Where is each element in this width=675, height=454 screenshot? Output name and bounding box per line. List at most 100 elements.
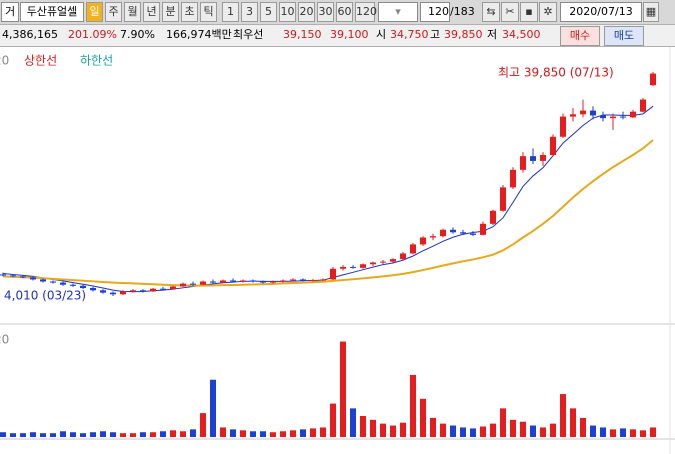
candle-body: [60, 282, 66, 285]
candle-body: [470, 233, 476, 235]
volume-bar: [240, 430, 246, 437]
period-button[interactable]: 주: [105, 2, 122, 22]
volume-bar: [490, 423, 496, 437]
candle-body: [440, 229, 446, 237]
candle-body: [220, 280, 226, 283]
volume-bar: [500, 408, 506, 437]
volume-bar: [260, 431, 266, 437]
interval-button[interactable]: 1: [222, 2, 239, 22]
volume-bar: [560, 394, 566, 437]
amount: 166,974백만: [166, 28, 232, 41]
candle-body: [70, 284, 76, 286]
volume-bar: [220, 427, 226, 437]
volume-ratio: 201.09%: [68, 28, 117, 41]
toolbar: 거 두산퓨얼셀 ▾ 120 /183 ⇆ ✂ ▪ ✲ 2020/07/13 ▦ …: [0, 0, 675, 25]
interval-button[interactable]: 10: [279, 2, 296, 22]
interval-button[interactable]: 120: [355, 2, 377, 22]
candle-body: [10, 275, 16, 277]
candle-body: [250, 280, 256, 282]
volume-bar: [360, 416, 366, 437]
sell-button[interactable]: 매도: [604, 26, 644, 46]
volume-bar: [410, 374, 416, 437]
candle-body: [630, 111, 636, 118]
count-input[interactable]: 120: [420, 2, 450, 22]
candle-body: [90, 288, 96, 291]
best-label: 최우선: [233, 28, 264, 41]
candle-body: [120, 291, 126, 295]
candle-body: [340, 266, 346, 269]
candle-body: [0, 274, 6, 276]
volume-bar: [600, 427, 606, 437]
tool-icon[interactable]: ✂: [501, 2, 519, 22]
count-total: /183: [450, 5, 475, 18]
volume-bar: [510, 419, 516, 437]
low-label: 저: [487, 28, 498, 41]
candle-body: [620, 116, 626, 118]
date-input[interactable]: 2020/07/13: [560, 2, 642, 22]
calendar-icon[interactable]: ▦: [643, 2, 659, 22]
candle-body: [580, 110, 586, 115]
low: 34,500: [502, 28, 541, 41]
tool-icon[interactable]: ⇆: [482, 2, 500, 22]
candle-body: [270, 281, 276, 283]
candle-body: [370, 262, 376, 265]
volume-bar: [60, 431, 66, 437]
volume-bar: [210, 379, 216, 437]
interval-button[interactable]: 5: [260, 2, 277, 22]
axis-label: 20: [0, 333, 9, 347]
volume-bar: [70, 432, 76, 437]
quote-bar: 4,386,165 201.09% 7.90% 166,974백만 최우선 39…: [0, 25, 675, 47]
buy-button[interactable]: 매수: [560, 26, 600, 46]
candle-body: [210, 281, 216, 283]
candle-body: [500, 187, 506, 211]
volume-bar: [440, 423, 446, 437]
interval-button[interactable]: 30: [317, 2, 334, 22]
volume-bar: [0, 432, 6, 437]
candle-body: [390, 259, 396, 262]
stock-name[interactable]: 두산퓨얼셀: [20, 2, 84, 22]
interval-button[interactable]: 3: [241, 2, 258, 22]
volume-bar: [640, 430, 646, 437]
volume-bar: [550, 423, 556, 437]
volume-bar: [120, 433, 126, 437]
volume-bar: [340, 341, 346, 437]
volume-bar: [520, 421, 526, 437]
volume-bar: [180, 431, 186, 437]
volume-bar: [130, 433, 136, 437]
candle-body: [540, 155, 546, 161]
candle-body: [600, 115, 606, 119]
period-button[interactable]: 월: [124, 2, 141, 22]
candle-body: [30, 277, 36, 280]
volume-bar: [320, 427, 326, 437]
period-button[interactable]: 일: [86, 2, 103, 22]
candle-body: [350, 266, 356, 268]
save-icon[interactable]: ▪: [520, 2, 538, 22]
candle-body: [420, 237, 426, 245]
volume-bar: [590, 425, 596, 437]
mode-button[interactable]: 거: [1, 2, 19, 22]
volume-bar: [650, 427, 656, 437]
volume-bar: [200, 413, 206, 437]
volume-bar: [630, 429, 636, 437]
period-button[interactable]: 년: [143, 2, 160, 22]
settings-icon[interactable]: ✲: [539, 2, 557, 22]
candle-body: [40, 279, 46, 282]
candle-body: [320, 279, 326, 281]
volume-bar: [290, 430, 296, 437]
candle-body: [640, 99, 646, 112]
candle-body: [190, 283, 196, 285]
dropdown[interactable]: ▾: [378, 2, 418, 22]
period-button[interactable]: 분: [162, 2, 179, 22]
high-label: 고: [430, 28, 441, 41]
interval-button[interactable]: 60: [336, 2, 353, 22]
legend-entry: 상한선: [24, 54, 57, 68]
candle-body: [400, 253, 406, 260]
period-button[interactable]: 초: [181, 2, 198, 22]
interval-button[interactable]: 20: [298, 2, 315, 22]
candle-body: [460, 232, 466, 234]
period-button[interactable]: 틱: [200, 2, 217, 22]
candle-body: [200, 281, 206, 285]
volume-bar: [270, 432, 276, 437]
